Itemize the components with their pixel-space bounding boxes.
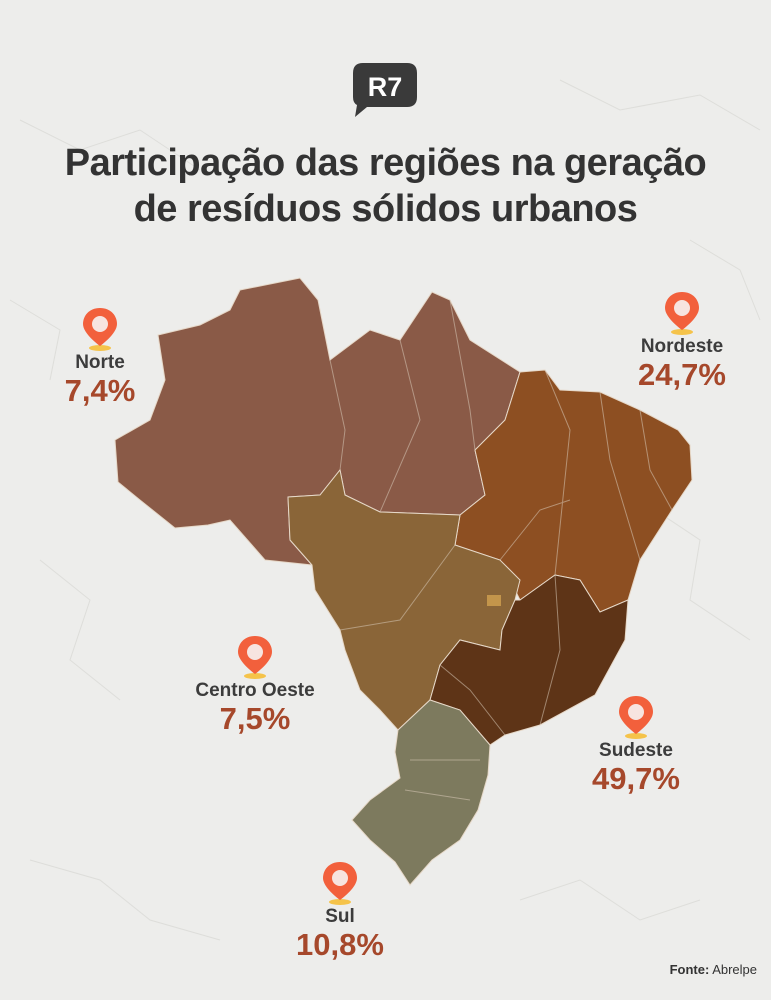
map-pin-icon (665, 292, 699, 335)
region-name: Centro Oeste (195, 680, 315, 701)
map-pin-icon (323, 862, 357, 905)
region-label-sudeste: Sudeste 49,7% (546, 694, 726, 796)
title-line-2: de resíduos sólidos urbanos (133, 188, 638, 230)
source-credit: Fonte: Abrelpe (670, 962, 757, 977)
map-pin-icon (83, 308, 117, 351)
region-label-sul: Sul 10,8% (250, 860, 430, 962)
region-label-centro-oeste: Centro Oeste 7,5% (165, 634, 345, 736)
region-name: Sul (325, 906, 355, 927)
region-name: Sudeste (599, 740, 673, 761)
title-line-1: Participação das regiões na geração (64, 142, 707, 184)
region-value: 7,4% (64, 373, 136, 408)
region-value: 10,8% (296, 927, 384, 962)
region-value: 24,7% (638, 357, 726, 392)
region-value: 49,7% (592, 761, 680, 796)
map-pin-icon (238, 636, 272, 679)
r7-logo-icon: R7 (353, 63, 417, 117)
r7-logo-text: R7 (368, 72, 403, 102)
source-label: Fonte: (669, 962, 710, 977)
region-name: Norte (75, 352, 125, 373)
region-label-norte: Norte 7,4% (10, 306, 190, 408)
region-name: Nordeste (640, 336, 724, 357)
source-value: Abrelpe (712, 962, 757, 977)
page-title: Participação das regiões na geração de r… (0, 140, 771, 232)
map-pin-icon (619, 696, 653, 739)
region-label-nordeste: Nordeste 24,7% (592, 290, 771, 392)
region-value: 7,5% (219, 701, 291, 736)
